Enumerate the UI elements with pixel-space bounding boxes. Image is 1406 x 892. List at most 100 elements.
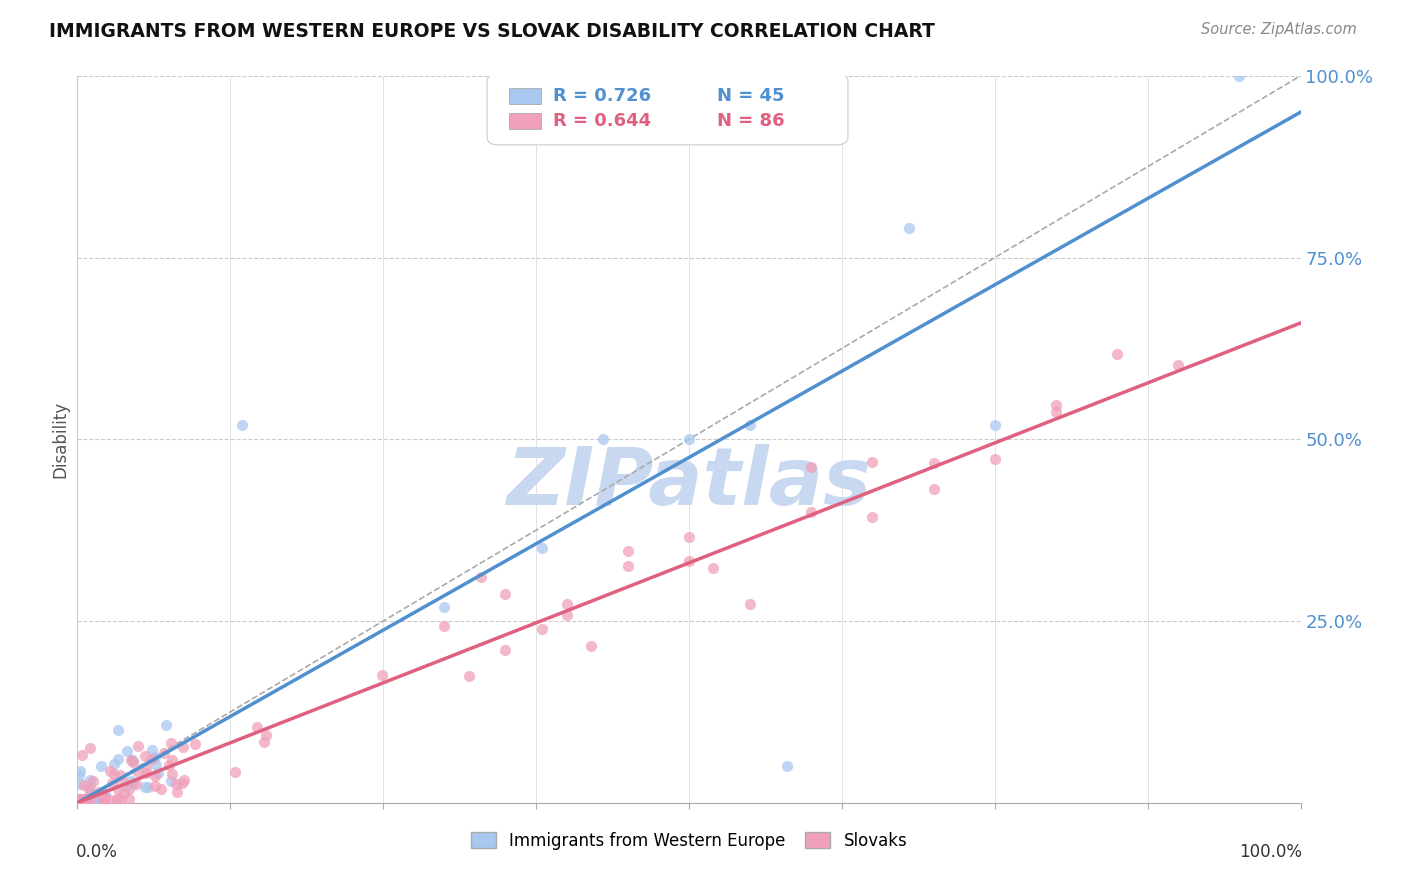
Point <box>224 765 246 780</box>
Point <box>495 587 517 601</box>
Point <box>678 554 700 568</box>
Point <box>1229 69 1251 83</box>
Point <box>141 751 163 765</box>
Point <box>67 792 90 806</box>
Point <box>143 779 166 793</box>
Point <box>98 764 121 779</box>
Point <box>103 757 125 772</box>
Point <box>107 752 129 766</box>
Point <box>72 792 94 806</box>
Point <box>94 792 117 806</box>
Point <box>776 759 799 773</box>
Point <box>862 510 884 524</box>
Point <box>82 789 104 803</box>
Point <box>67 792 90 806</box>
FancyBboxPatch shape <box>509 113 541 128</box>
Point <box>115 744 138 758</box>
Point <box>89 785 111 799</box>
Point <box>149 782 172 797</box>
Point <box>146 766 169 780</box>
Point <box>157 758 180 772</box>
Point <box>120 773 142 788</box>
Point <box>73 791 96 805</box>
Point <box>93 792 115 806</box>
Point <box>79 773 101 788</box>
Point <box>91 790 114 805</box>
Point <box>84 792 107 806</box>
Point <box>69 792 91 806</box>
Point <box>136 780 159 794</box>
Point <box>103 767 125 781</box>
Point <box>740 597 762 611</box>
Point <box>111 773 134 788</box>
Point <box>531 541 554 556</box>
Point <box>1045 398 1067 412</box>
Point <box>862 455 884 469</box>
Text: R = 0.644: R = 0.644 <box>553 112 651 130</box>
Point <box>984 452 1007 467</box>
Point <box>579 639 602 653</box>
Point <box>108 768 131 782</box>
Point <box>166 785 188 799</box>
Point <box>141 743 163 757</box>
Point <box>72 747 94 762</box>
Point <box>94 787 117 801</box>
Point <box>91 785 114 799</box>
Point <box>135 766 157 780</box>
Point <box>1045 405 1067 419</box>
Point <box>172 775 194 789</box>
Text: R = 0.726: R = 0.726 <box>553 87 651 105</box>
Point <box>984 417 1007 432</box>
Point <box>433 619 456 633</box>
Point <box>145 758 167 772</box>
Point <box>160 774 183 789</box>
FancyBboxPatch shape <box>486 74 848 145</box>
Point <box>433 599 456 614</box>
Point <box>90 758 112 772</box>
Point <box>118 792 141 806</box>
Point <box>160 767 183 781</box>
Point <box>69 777 91 791</box>
Point <box>105 792 128 806</box>
Point <box>122 754 145 768</box>
Point <box>1167 358 1189 372</box>
Point <box>115 779 138 793</box>
Point <box>135 761 157 775</box>
Point <box>118 782 141 797</box>
Point <box>1107 347 1129 361</box>
Point <box>84 792 107 806</box>
Point <box>90 791 112 805</box>
Point <box>77 782 100 797</box>
Point <box>592 432 614 446</box>
Point <box>184 737 207 751</box>
Point <box>66 792 89 806</box>
Point <box>678 432 700 446</box>
Point <box>67 768 90 782</box>
Point <box>246 720 269 734</box>
Point <box>702 561 724 575</box>
Point <box>252 735 274 749</box>
Point <box>165 777 187 791</box>
Point <box>172 740 194 755</box>
Point <box>371 667 394 681</box>
Point <box>91 792 114 806</box>
Point <box>153 746 176 760</box>
Legend: Immigrants from Western Europe, Slovaks: Immigrants from Western Europe, Slovaks <box>464 825 914 856</box>
Point <box>73 778 96 792</box>
Point <box>105 792 128 806</box>
Point <box>134 780 156 794</box>
Point <box>617 559 640 574</box>
Text: Source: ZipAtlas.com: Source: ZipAtlas.com <box>1201 22 1357 37</box>
Point <box>101 776 124 790</box>
Point <box>740 417 762 432</box>
Point <box>89 792 111 806</box>
Point <box>82 774 104 789</box>
FancyBboxPatch shape <box>509 88 541 104</box>
Point <box>72 792 94 806</box>
Point <box>112 786 135 800</box>
Point <box>110 792 132 806</box>
Point <box>97 792 120 806</box>
Point <box>73 792 96 806</box>
Point <box>898 221 921 235</box>
Point <box>155 717 177 731</box>
